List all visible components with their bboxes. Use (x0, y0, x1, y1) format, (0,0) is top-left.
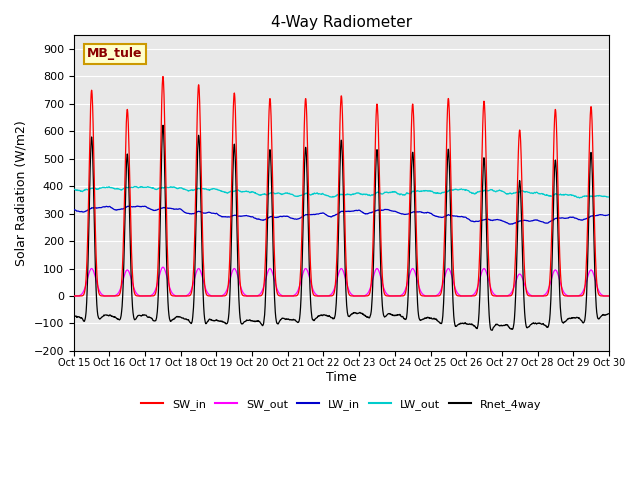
Legend: SW_in, SW_out, LW_in, LW_out, Rnet_4way: SW_in, SW_out, LW_in, LW_out, Rnet_4way (136, 395, 546, 415)
SW_out (159, 264, 167, 270)
Line: LW_out: LW_out (74, 186, 609, 198)
LW_out (497, 188, 505, 193)
SW_in (159, 73, 167, 79)
Line: Rnet_4way: Rnet_4way (74, 125, 609, 330)
SW_in (605, 293, 612, 299)
LW_out (357, 191, 365, 197)
LW_in (134, 203, 141, 209)
SW_in (357, 293, 365, 299)
Rnet_4way (220, 319, 227, 325)
LW_out (220, 189, 227, 194)
Rnet_4way (497, 323, 505, 328)
Rnet_4way (605, 311, 612, 316)
LW_in (497, 217, 505, 223)
Rnet_4way (558, 319, 566, 324)
LW_out (369, 192, 376, 198)
SW_out (573, 293, 580, 299)
LW_in (558, 215, 566, 221)
LW_in (357, 208, 365, 214)
LW_out (575, 195, 583, 201)
SW_out (220, 292, 227, 298)
LW_in (605, 212, 612, 217)
SW_in (70, 293, 77, 299)
Rnet_4way (159, 122, 167, 128)
Rnet_4way (573, 314, 580, 320)
SW_out (70, 293, 77, 299)
LW_out (605, 194, 612, 200)
LW_out (132, 183, 140, 189)
LW_in (573, 216, 580, 221)
SW_in (369, 257, 376, 263)
X-axis label: Time: Time (326, 371, 356, 384)
SW_in (497, 293, 505, 299)
Rnet_4way (357, 310, 365, 316)
LW_in (369, 209, 376, 215)
LW_in (70, 206, 77, 212)
Y-axis label: Solar Radiation (W/m2): Solar Radiation (W/m2) (15, 120, 28, 266)
SW_out (357, 293, 365, 299)
SW_in (573, 293, 580, 299)
LW_in (506, 221, 514, 227)
Rnet_4way (70, 313, 77, 319)
LW_out (70, 186, 77, 192)
SW_out (497, 293, 505, 299)
SW_in (220, 293, 227, 299)
Line: SW_out: SW_out (74, 267, 609, 296)
Line: SW_in: SW_in (74, 76, 609, 296)
SW_out (605, 293, 612, 299)
SW_out (369, 277, 376, 283)
LW_out (558, 192, 566, 198)
LW_in (220, 214, 227, 220)
LW_out (573, 194, 580, 200)
Line: LW_in: LW_in (74, 206, 609, 224)
Text: MB_tule: MB_tule (87, 48, 143, 60)
SW_in (558, 286, 566, 292)
Title: 4-Way Radiometer: 4-Way Radiometer (271, 15, 412, 30)
Rnet_4way (369, 290, 376, 296)
Rnet_4way (488, 327, 496, 333)
SW_out (558, 285, 566, 290)
